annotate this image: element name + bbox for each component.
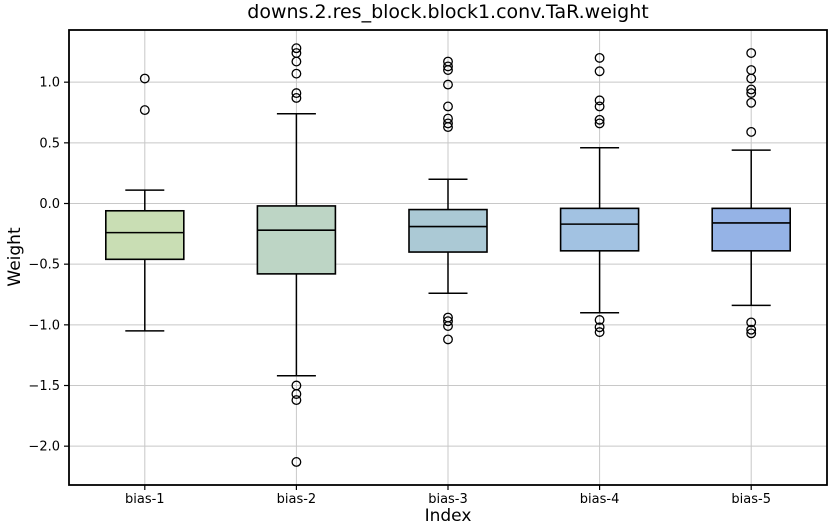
x-tick-label: bias-2 xyxy=(277,492,317,507)
outlier-point xyxy=(443,118,453,129)
outlier-point xyxy=(594,322,605,333)
iqr-box xyxy=(559,207,640,252)
x-tick-label: bias-5 xyxy=(731,492,771,507)
iqr-box xyxy=(256,205,337,275)
outlier-point xyxy=(291,456,302,467)
outlier-point xyxy=(746,328,757,339)
outlier-point xyxy=(594,327,605,338)
outlier-point xyxy=(594,315,605,325)
outlier-point xyxy=(443,101,453,112)
outlier-point xyxy=(594,118,605,129)
y-tick-label: 0.0 xyxy=(39,197,60,212)
outlier-point xyxy=(746,126,757,137)
y-tick-label: −1.0 xyxy=(28,318,60,333)
iqr-box xyxy=(408,208,488,253)
outlier-point xyxy=(139,105,150,116)
outlier-point xyxy=(443,334,453,345)
box-bias-5 xyxy=(711,48,792,339)
axes-spines xyxy=(68,29,828,486)
outlier-point xyxy=(746,97,757,108)
x-axis-label: Index xyxy=(424,506,472,526)
outlier-point xyxy=(443,61,453,72)
y-tick-label: 0.5 xyxy=(39,136,60,151)
outlier-point xyxy=(746,88,757,99)
x-tick-label: bias-4 xyxy=(580,492,620,507)
outlier-point xyxy=(443,316,453,327)
outlier-point xyxy=(443,122,453,133)
iqr-box xyxy=(711,207,792,252)
iqr-box xyxy=(105,209,185,261)
outlier-point xyxy=(594,52,605,63)
outlier-point xyxy=(594,95,605,106)
box-bias-1 xyxy=(105,73,185,332)
y-tick-label: −0.5 xyxy=(28,258,60,273)
outlier-point xyxy=(594,66,605,77)
outlier-point xyxy=(746,324,757,335)
x-tick-label: bias-1 xyxy=(125,492,165,507)
box-bias-3 xyxy=(408,56,488,345)
outlier-point xyxy=(746,73,757,84)
outlier-point xyxy=(746,48,757,59)
y-tick-label: −1.5 xyxy=(28,379,60,394)
outlier-point xyxy=(291,389,302,399)
y-axis-label: Weight xyxy=(5,227,25,287)
outlier-point xyxy=(139,73,150,84)
outlier-point xyxy=(443,79,453,90)
outlier-point xyxy=(746,317,757,328)
box-bias-4 xyxy=(559,52,640,338)
box-bias-2 xyxy=(256,43,337,467)
outlier-point xyxy=(594,101,605,112)
y-tick-label: 1.0 xyxy=(39,76,60,91)
chart-title: downs.2.res_block.block1.conv.TaR.weight xyxy=(247,1,649,23)
y-tick-label: −2.0 xyxy=(28,440,60,455)
outlier-point xyxy=(291,43,302,54)
outlier-point xyxy=(443,321,453,332)
outlier-point xyxy=(291,395,302,406)
outlier-point xyxy=(746,84,757,95)
outlier-point xyxy=(594,114,605,125)
outlier-point xyxy=(291,88,302,99)
x-tick-label: bias-3 xyxy=(428,492,468,507)
outlier-point xyxy=(291,68,302,79)
outlier-point xyxy=(291,92,302,103)
outlier-point xyxy=(291,56,302,67)
outlier-point xyxy=(443,65,453,75)
